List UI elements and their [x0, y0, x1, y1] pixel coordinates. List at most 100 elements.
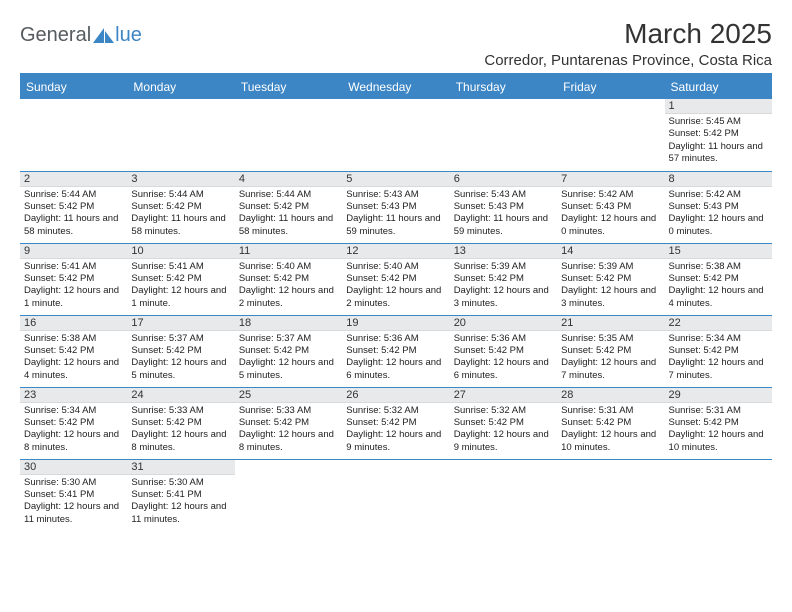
daylight-text: Daylight: 11 hours and 59 minutes. — [346, 213, 445, 238]
daylight-text: Daylight: 12 hours and 0 minutes. — [561, 213, 660, 238]
day-content: Sunrise: 5:32 AMSunset: 5:42 PMDaylight:… — [450, 403, 557, 456]
daylight-text: Daylight: 12 hours and 3 minutes. — [561, 285, 660, 310]
sunrise-text: Sunrise: 5:31 AM — [669, 405, 768, 417]
daylight-text: Daylight: 11 hours and 58 minutes. — [239, 213, 338, 238]
calendar-cell: 23Sunrise: 5:34 AMSunset: 5:42 PMDayligh… — [20, 387, 127, 459]
calendar-cell — [342, 459, 449, 531]
day-number: 1 — [665, 99, 772, 114]
daylight-text: Daylight: 12 hours and 8 minutes. — [131, 429, 230, 454]
day-header: Saturday — [665, 75, 772, 99]
calendar-cell — [342, 99, 449, 171]
day-content: Sunrise: 5:40 AMSunset: 5:42 PMDaylight:… — [235, 259, 342, 312]
sunset-text: Sunset: 5:42 PM — [454, 273, 553, 285]
sunrise-text: Sunrise: 5:40 AM — [346, 261, 445, 273]
day-number: 28 — [557, 388, 664, 403]
day-content: Sunrise: 5:41 AMSunset: 5:42 PMDaylight:… — [127, 259, 234, 312]
calendar-cell — [235, 99, 342, 171]
day-number: 6 — [450, 172, 557, 187]
day-number: 26 — [342, 388, 449, 403]
logo: General lue — [20, 18, 142, 47]
sunset-text: Sunset: 5:42 PM — [346, 273, 445, 285]
sunset-text: Sunset: 5:42 PM — [346, 345, 445, 357]
sunset-text: Sunset: 5:42 PM — [24, 417, 123, 429]
calendar-table: SundayMondayTuesdayWednesdayThursdayFrid… — [20, 75, 772, 531]
sunrise-text: Sunrise: 5:32 AM — [346, 405, 445, 417]
daylight-text: Daylight: 11 hours and 58 minutes. — [24, 213, 123, 238]
day-number: 19 — [342, 316, 449, 331]
calendar-cell: 29Sunrise: 5:31 AMSunset: 5:42 PMDayligh… — [665, 387, 772, 459]
day-number: 11 — [235, 244, 342, 259]
calendar-cell: 16Sunrise: 5:38 AMSunset: 5:42 PMDayligh… — [20, 315, 127, 387]
day-number: 25 — [235, 388, 342, 403]
day-content: Sunrise: 5:33 AMSunset: 5:42 PMDaylight:… — [127, 403, 234, 456]
day-number: 13 — [450, 244, 557, 259]
sunrise-text: Sunrise: 5:38 AM — [24, 333, 123, 345]
calendar-cell: 10Sunrise: 5:41 AMSunset: 5:42 PMDayligh… — [127, 243, 234, 315]
day-number: 18 — [235, 316, 342, 331]
day-header: Wednesday — [342, 75, 449, 99]
day-number: 21 — [557, 316, 664, 331]
sunrise-text: Sunrise: 5:37 AM — [239, 333, 338, 345]
day-content: Sunrise: 5:33 AMSunset: 5:42 PMDaylight:… — [235, 403, 342, 456]
daylight-text: Daylight: 12 hours and 2 minutes. — [346, 285, 445, 310]
day-header: Friday — [557, 75, 664, 99]
calendar-cell: 17Sunrise: 5:37 AMSunset: 5:42 PMDayligh… — [127, 315, 234, 387]
day-content: Sunrise: 5:38 AMSunset: 5:42 PMDaylight:… — [665, 259, 772, 312]
calendar-week: 23Sunrise: 5:34 AMSunset: 5:42 PMDayligh… — [20, 387, 772, 459]
sunset-text: Sunset: 5:42 PM — [239, 345, 338, 357]
daylight-text: Daylight: 12 hours and 1 minute. — [24, 285, 123, 310]
daylight-text: Daylight: 12 hours and 10 minutes. — [669, 429, 768, 454]
sunset-text: Sunset: 5:42 PM — [561, 417, 660, 429]
day-content: Sunrise: 5:39 AMSunset: 5:42 PMDaylight:… — [450, 259, 557, 312]
daylight-text: Daylight: 12 hours and 4 minutes. — [669, 285, 768, 310]
sunrise-text: Sunrise: 5:43 AM — [454, 189, 553, 201]
daylight-text: Daylight: 12 hours and 5 minutes. — [131, 357, 230, 382]
sunrise-text: Sunrise: 5:34 AM — [669, 333, 768, 345]
sunrise-text: Sunrise: 5:36 AM — [346, 333, 445, 345]
day-number: 17 — [127, 316, 234, 331]
day-number: 2 — [20, 172, 127, 187]
sunrise-text: Sunrise: 5:38 AM — [669, 261, 768, 273]
day-number: 3 — [127, 172, 234, 187]
daylight-text: Daylight: 12 hours and 9 minutes. — [346, 429, 445, 454]
sunrise-text: Sunrise: 5:36 AM — [454, 333, 553, 345]
calendar-cell: 9Sunrise: 5:41 AMSunset: 5:42 PMDaylight… — [20, 243, 127, 315]
calendar-cell — [235, 459, 342, 531]
day-number: 15 — [665, 244, 772, 259]
sunrise-text: Sunrise: 5:44 AM — [24, 189, 123, 201]
calendar-cell: 27Sunrise: 5:32 AMSunset: 5:42 PMDayligh… — [450, 387, 557, 459]
daylight-text: Daylight: 12 hours and 2 minutes. — [239, 285, 338, 310]
calendar-cell: 15Sunrise: 5:38 AMSunset: 5:42 PMDayligh… — [665, 243, 772, 315]
calendar-cell: 3Sunrise: 5:44 AMSunset: 5:42 PMDaylight… — [127, 171, 234, 243]
day-content: Sunrise: 5:43 AMSunset: 5:43 PMDaylight:… — [450, 187, 557, 240]
sunset-text: Sunset: 5:42 PM — [131, 273, 230, 285]
day-number: 29 — [665, 388, 772, 403]
sunset-text: Sunset: 5:43 PM — [669, 201, 768, 213]
day-content: Sunrise: 5:41 AMSunset: 5:42 PMDaylight:… — [20, 259, 127, 312]
sunrise-text: Sunrise: 5:44 AM — [131, 189, 230, 201]
day-content: Sunrise: 5:35 AMSunset: 5:42 PMDaylight:… — [557, 331, 664, 384]
day-number: 27 — [450, 388, 557, 403]
sunrise-text: Sunrise: 5:34 AM — [24, 405, 123, 417]
sunset-text: Sunset: 5:41 PM — [131, 489, 230, 501]
calendar-cell: 21Sunrise: 5:35 AMSunset: 5:42 PMDayligh… — [557, 315, 664, 387]
sunset-text: Sunset: 5:42 PM — [24, 201, 123, 213]
sunset-text: Sunset: 5:42 PM — [131, 345, 230, 357]
daylight-text: Daylight: 12 hours and 8 minutes. — [239, 429, 338, 454]
sunset-text: Sunset: 5:42 PM — [24, 345, 123, 357]
sunrise-text: Sunrise: 5:31 AM — [561, 405, 660, 417]
calendar-cell: 26Sunrise: 5:32 AMSunset: 5:42 PMDayligh… — [342, 387, 449, 459]
daylight-text: Daylight: 12 hours and 9 minutes. — [454, 429, 553, 454]
day-content: Sunrise: 5:38 AMSunset: 5:42 PMDaylight:… — [20, 331, 127, 384]
sunrise-text: Sunrise: 5:30 AM — [24, 477, 123, 489]
day-content: Sunrise: 5:31 AMSunset: 5:42 PMDaylight:… — [557, 403, 664, 456]
calendar-cell — [450, 99, 557, 171]
sunset-text: Sunset: 5:41 PM — [24, 489, 123, 501]
daylight-text: Daylight: 12 hours and 11 minutes. — [24, 501, 123, 526]
sunrise-text: Sunrise: 5:44 AM — [239, 189, 338, 201]
day-number: 9 — [20, 244, 127, 259]
day-number: 4 — [235, 172, 342, 187]
day-number: 30 — [20, 460, 127, 475]
calendar-cell: 11Sunrise: 5:40 AMSunset: 5:42 PMDayligh… — [235, 243, 342, 315]
day-content: Sunrise: 5:30 AMSunset: 5:41 PMDaylight:… — [20, 475, 127, 528]
